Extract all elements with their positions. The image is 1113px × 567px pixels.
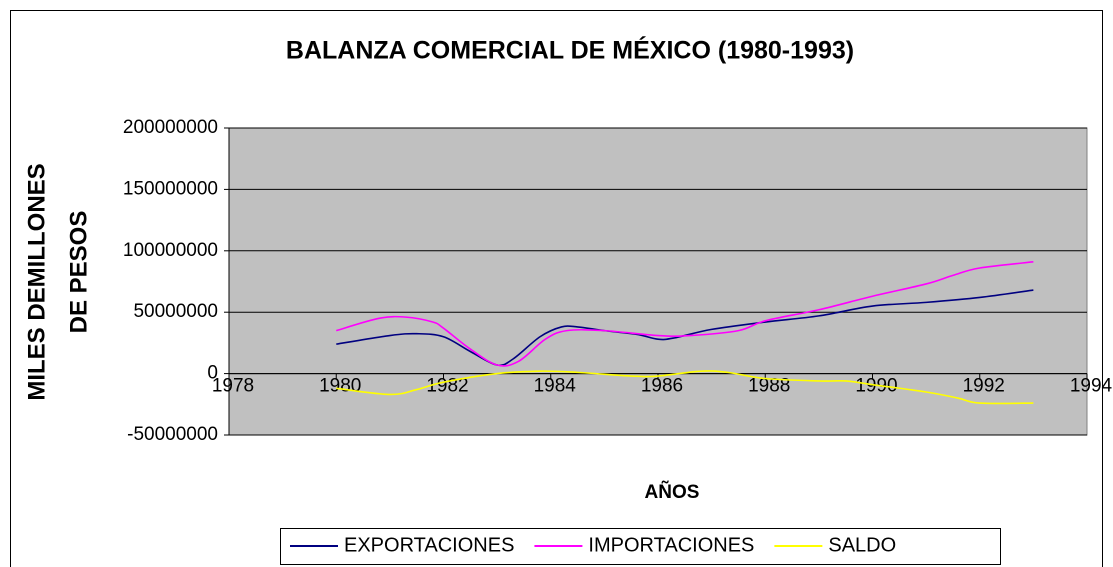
y-tick-label: 0: [207, 363, 218, 384]
x-tick-label: 1986: [641, 376, 683, 397]
legend-label: IMPORTACIONES: [588, 534, 754, 556]
legend-label: EXPORTACIONES: [344, 534, 514, 556]
y-axis-title: MILES DEMILLONES: [23, 163, 50, 400]
x-tick-label: 1978: [212, 376, 254, 397]
chart-border: [10, 10, 1103, 567]
x-tick-label: 1980: [319, 376, 361, 397]
y-tick-label: 150000000: [123, 178, 218, 199]
x-tick-label: 1988: [748, 376, 790, 397]
y-tick-label: 100000000: [123, 240, 218, 261]
y-tick-label: -50000000: [127, 424, 218, 445]
x-tick-label: 1994: [1070, 376, 1113, 397]
x-tick-label: 1982: [426, 376, 468, 397]
x-tick-label: 1992: [963, 376, 1005, 397]
series-line: [336, 370, 1034, 405]
x-axis-title: AÑOS: [645, 481, 700, 503]
chart-title: BALANZA COMERCIAL DE MÉXICO (1980-1993): [286, 36, 854, 65]
series-line: [336, 261, 1034, 367]
x-tick-label: 1984: [534, 376, 577, 397]
legend-label: SALDO: [828, 534, 896, 556]
legend: [280, 528, 1001, 565]
y-axis-title: DE PESOS: [65, 211, 92, 334]
y-tick-label: 50000000: [133, 301, 218, 322]
x-tick-label: 1990: [855, 376, 897, 397]
y-tick-label: 200000000: [123, 117, 218, 138]
